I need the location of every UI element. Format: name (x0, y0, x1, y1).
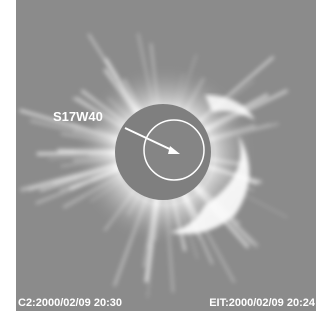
eit-timestamp: EIT:2000/02/09 20:24 (209, 297, 316, 309)
location-label: S17W40 (53, 109, 103, 124)
coronagraph-image: S17W40 C2:2000/02/09 20:30 EIT:2000/02/0… (0, 0, 327, 311)
c2-timestamp: C2:2000/02/09 20:30 (18, 297, 122, 309)
